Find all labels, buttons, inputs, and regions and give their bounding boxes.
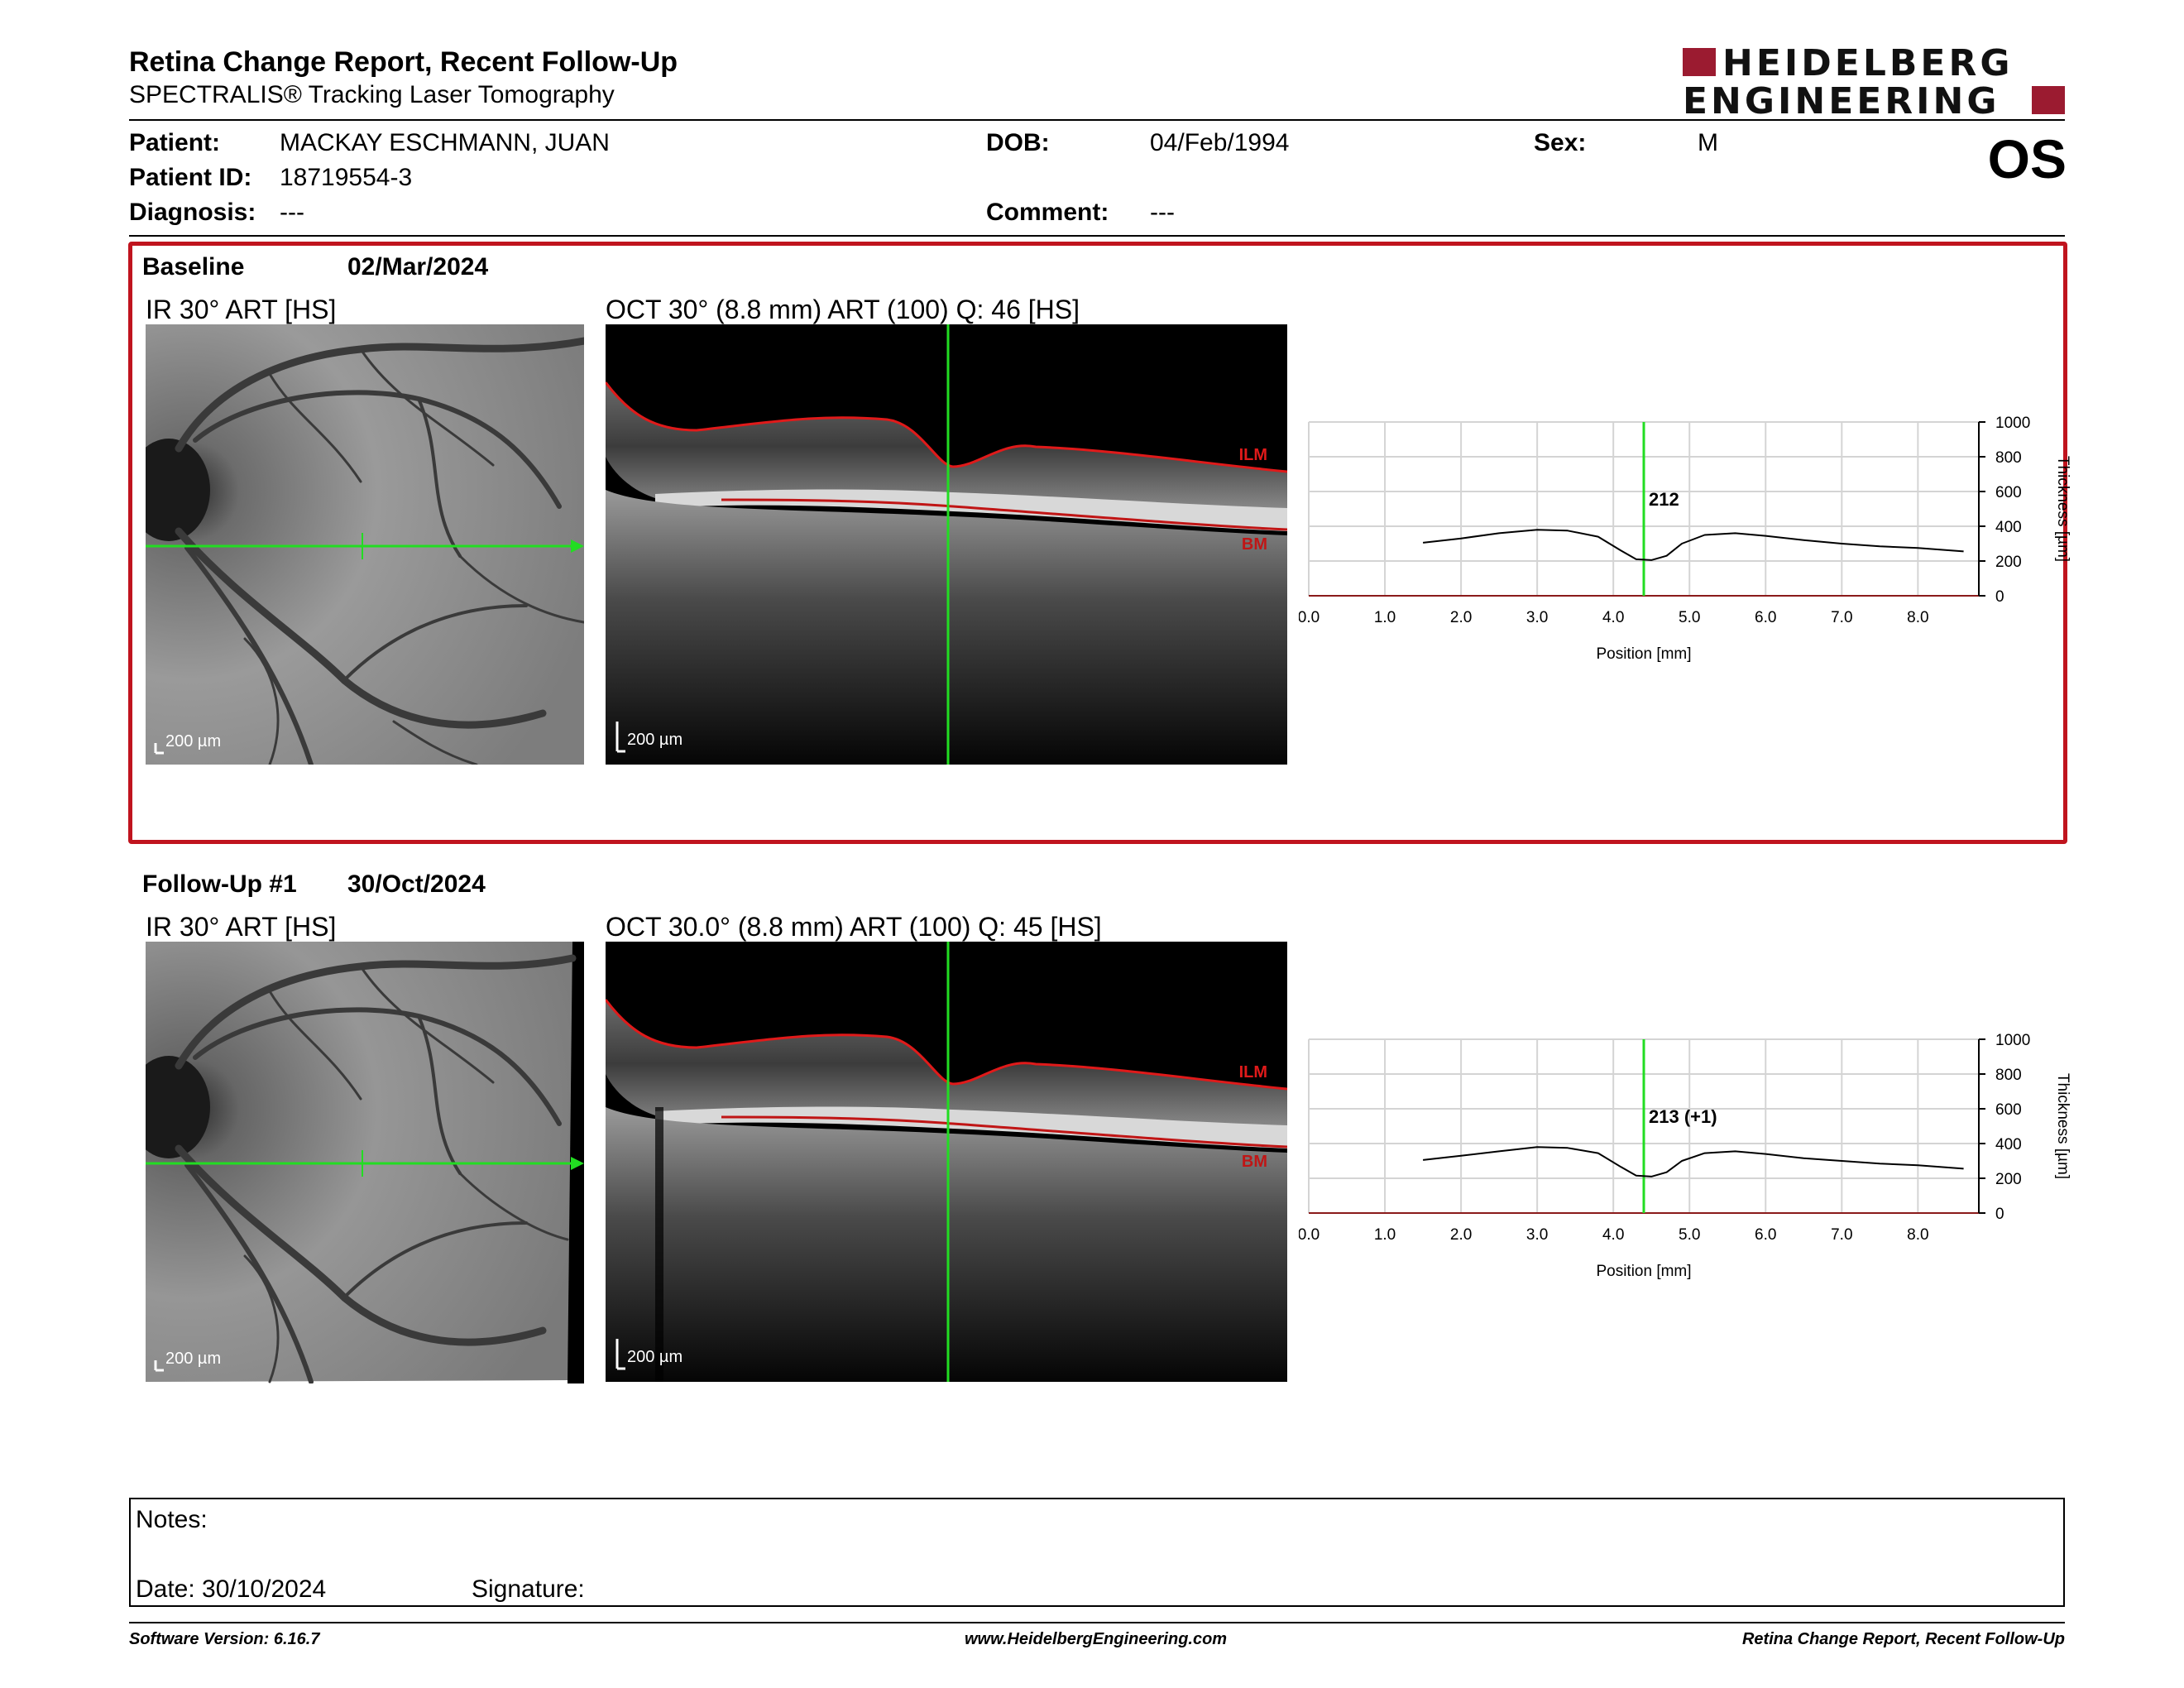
y-tick-label: 1000 [1995,1032,2030,1049]
eye-indicator: OS [1987,128,2067,189]
baseline-thickness-chart: 0 200 400 600 800 1000 0.0 1.0 2.0 3.0 4.0 5.0 6.0 7.… [1299,415,2071,663]
x-tick-label: 3.0 [1526,609,1548,626]
y-tick-label: 200 [1995,554,2022,571]
patient-id-value: 18719554-3 [280,164,413,191]
x-axis-label: Position [mm] [1596,645,1691,663]
x-tick-label: 6.0 [1755,609,1776,626]
patient-name: MACKAY ESCHMANN, JUAN [280,129,610,156]
y-tick-label: 400 [1995,519,2022,536]
footer-software-version: Software Version: 6.16.7 [129,1630,320,1648]
followup-thickness-chart: 0 200 400 600 800 1000 0.0 1.0 2.0 3.0 4.0 5.0 6.0 7.… [1299,1032,2071,1280]
y-tick-label: 400 [1995,1136,2022,1153]
signature-label: Signature: [472,1575,585,1603]
sex-label: Sex: [1534,129,1587,156]
x-tick-label: 6.0 [1755,1226,1776,1244]
notes-box: Notes: Date: 30/10/2024 Signature: [129,1498,2065,1607]
followup-date: 30/Oct/2024 [347,870,486,898]
y-tick-label: 600 [1995,1101,2022,1119]
x-tick-label: 1.0 [1374,1226,1396,1244]
followup-bm-label: BM [1242,1153,1267,1171]
thickness-series-line [1422,1146,1964,1177]
followup-oct-label: OCT 30.0° (8.8 mm) ART (100) Q: 45 [HS] [606,912,1102,942]
dob-value: 04/Feb/1994 [1150,129,1290,156]
logo-line-1: HEIDELBERG [1683,45,2065,83]
followup-oct-scale-bar: 200 µm [627,1348,682,1366]
report-subtitle: SPECTRALIS® Tracking Laser Tomography [129,81,615,108]
comment-value: --- [1150,199,1175,226]
logo-square-icon [1683,48,1716,76]
header-divider [129,119,2065,121]
x-tick-label: 8.0 [1907,1226,1928,1244]
y-tick-label: 800 [1995,449,2022,467]
x-tick-label: 4.0 [1602,609,1624,626]
sex-value: M [1698,129,1718,156]
baseline-ir-fundus-image: 200 µm [146,324,584,765]
x-tick-label: 2.0 [1450,609,1472,626]
baseline-ir-label: IR 30° ART [HS] [146,295,337,324]
baseline-bm-label: BM [1242,535,1267,554]
followup-ir-label: IR 30° ART [HS] [146,912,337,942]
patient-label: Patient: [129,129,221,156]
followup-ir-fundus-image: 200 µm [127,942,584,1384]
y-tick-label: 800 [1995,1067,2022,1084]
x-tick-label: 0.0 [1299,1226,1320,1244]
x-tick-label: 0.0 [1299,609,1320,626]
marker-value-label: 213 (+1) [1649,1106,1717,1127]
logo-square-icon [2032,86,2065,114]
marker-value-label: 212 [1649,489,1679,510]
x-tick-label: 7.0 [1831,609,1852,626]
x-tick-label: 8.0 [1907,609,1928,626]
baseline-title: Baseline [142,253,245,281]
footer-website: www.HeidelbergEngineering.com [965,1630,1228,1648]
footer-divider [129,1622,2065,1623]
notes-date: Date: 30/10/2024 [136,1575,327,1603]
baseline-section-border [128,242,2067,844]
baseline-ilm-label: ILM [1239,446,1267,464]
diagnosis-label: Diagnosis: [129,199,256,226]
baseline-date: 02/Mar/2024 [347,253,489,281]
y-tick-label: 0 [1995,588,2004,606]
x-tick-label: 5.0 [1679,609,1700,626]
patient-divider [129,235,2065,237]
patient-id-label: Patient ID: [129,164,252,191]
x-tick-label: 2.0 [1450,1226,1472,1244]
x-tick-label: 3.0 [1526,1226,1548,1244]
y-tick-label: 200 [1995,1171,2022,1188]
dob-label: DOB: [986,129,1050,156]
baseline-oct-bscan-image: ILM BM 200 µm [606,324,1287,765]
y-tick-label: 0 [1995,1206,2004,1223]
baseline-oct-label: OCT 30° (8.8 mm) ART (100) Q: 46 [HS] [606,295,1080,324]
thickness-series-line [1422,529,1964,561]
report-title: Retina Change Report, Recent Follow-Up [129,46,678,78]
followup-ir-scale-bar: 200 µm [165,1350,221,1368]
followup-oct-bscan-image: ILM BM 200 µm [606,942,1287,1382]
y-axis-label: Thickness [µm] [2054,456,2071,562]
diagnosis-value: --- [280,199,304,226]
y-tick-label: 600 [1995,484,2022,501]
logo-line-2: ENGINEERING [1683,83,2065,121]
x-tick-label: 7.0 [1831,1226,1852,1244]
x-tick-label: 4.0 [1602,1226,1624,1244]
x-axis-label: Position [mm] [1596,1263,1691,1280]
baseline-ir-scale-bar: 200 µm [165,732,221,750]
comment-label: Comment: [986,199,1109,226]
footer-report-name: Retina Change Report, Recent Follow-Up [1741,1630,2065,1648]
y-axis-label: Thickness [µm] [2054,1073,2071,1179]
x-tick-label: 5.0 [1679,1226,1700,1244]
notes-label: Notes: [136,1506,208,1533]
x-tick-label: 1.0 [1374,609,1396,626]
baseline-oct-scale-bar: 200 µm [627,731,682,749]
followup-title: Follow-Up #1 [142,870,297,898]
followup-ilm-label: ILM [1239,1063,1267,1081]
y-tick-label: 1000 [1995,415,2030,432]
